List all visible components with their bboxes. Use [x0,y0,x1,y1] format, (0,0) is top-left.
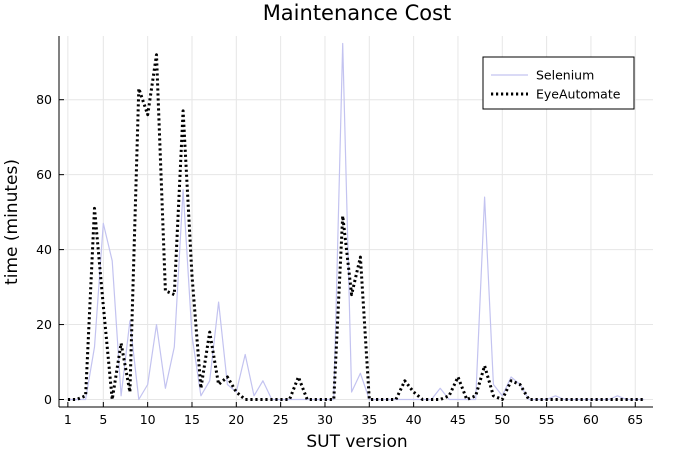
legend-label-selenium: Selenium [536,68,594,83]
y-tick-label: 20 [36,317,52,332]
x-tick-label: 25 [273,412,289,427]
x-axis-label: SUT version [306,432,407,452]
legend-label-eyeautomate: EyeAutomate [536,87,621,102]
y-axis-label: time (minutes) [2,159,22,285]
x-tick-label: 30 [317,412,333,427]
series-line-selenium [67,42,645,401]
chart-title: Maintenance Cost [263,1,452,25]
x-tick-label: 40 [406,412,422,427]
legend: Selenium EyeAutomate [482,56,635,110]
x-tick-label: 65 [627,412,643,427]
y-tick-label: 80 [36,92,52,107]
x-tick-label: 15 [184,412,200,427]
y-tick-label: 60 [36,167,52,182]
x-tick-label: 20 [228,412,244,427]
y-tick-label: 40 [36,242,52,257]
x-tick-label: 1 [64,412,72,427]
x-tick-label: 60 [583,412,599,427]
y-tick-label: 0 [44,392,52,407]
series-lines [67,42,645,401]
series-line-eyeautomate [67,53,645,401]
x-tick-label: 55 [539,412,555,427]
x-tick-label: 5 [99,412,107,427]
x-tick-label: 45 [450,412,466,427]
x-tick-label: 50 [494,412,510,427]
x-tick-label: 35 [361,412,377,427]
x-tick-label: 10 [140,412,156,427]
legend-box [482,56,635,110]
